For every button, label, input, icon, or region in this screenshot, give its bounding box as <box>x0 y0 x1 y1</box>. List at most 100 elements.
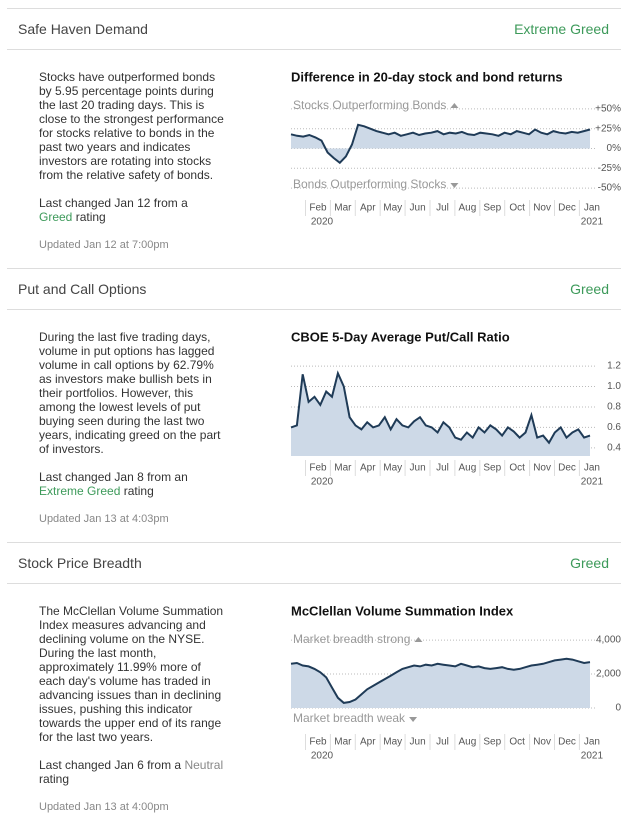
rating: Extreme Greed <box>514 21 609 37</box>
chart: McClellan Volume Summation Index 4,000 2,0… <box>290 603 621 762</box>
x-tick-label: Sep <box>483 463 501 474</box>
x-tick-label: Jan <box>584 203 600 214</box>
chart: Difference in 20-day stock and bond retu… <box>290 69 622 228</box>
x-tick-label: Aug <box>459 463 477 474</box>
up-arrow <box>414 637 423 642</box>
year-label: 2021 <box>581 751 604 762</box>
section-title: Safe Haven Demand <box>18 21 148 37</box>
last-changed-text: Last changed Jan 8 from an <box>39 470 188 484</box>
section-header: Stock Price Breadth Greed <box>7 543 621 584</box>
y-tick-label: +25% <box>595 123 621 134</box>
x-tick-label: Feb <box>309 203 327 214</box>
last-changed: Last changed Jan 12 from a Greed rating <box>39 196 219 224</box>
section: Safe Haven Demand Extreme Greed Stocks hav… <box>7 8 621 269</box>
text-column: Stocks have outperformed bonds by 5.95 p… <box>39 70 229 252</box>
section-header: Put and Call Options Greed <box>7 269 621 310</box>
y-tick-label: 0.4 <box>607 442 621 453</box>
text-column: The McClellan Volume Summation Index mea… <box>39 604 229 814</box>
year-label: 2020 <box>311 751 334 762</box>
rating-word: rating <box>75 210 106 224</box>
y-tick-label: +50% <box>595 104 621 115</box>
x-tick-label: Oct <box>509 203 525 214</box>
x-tick-label: Aug <box>459 203 477 214</box>
x-tick-label: Apr <box>360 203 376 214</box>
x-tick-label: Mar <box>334 463 352 474</box>
x-tick-label: Nov <box>533 737 551 748</box>
x-tick-label: Apr <box>360 737 376 748</box>
upper-label: Market breadth strong <box>293 632 410 646</box>
down-arrow <box>409 717 418 722</box>
x-tick-label: May <box>383 463 402 474</box>
x-tick-label: Mar <box>334 737 352 748</box>
area-fill <box>291 124 590 163</box>
x-tick-label: Jun <box>410 203 426 214</box>
last-changed-text: Last changed Jan 12 from a <box>39 196 188 210</box>
line <box>290 657 591 704</box>
rating-word: rating <box>39 772 70 786</box>
lower-label: Bonds Outperforming Stocks <box>293 177 446 191</box>
previous-rating: Extreme Greed <box>39 484 121 498</box>
line <box>290 123 591 165</box>
x-tick-label: Nov <box>533 463 551 474</box>
x-tick-label: Jun <box>410 737 426 748</box>
year-label: 2020 <box>311 477 334 488</box>
x-tick-label: Dec <box>558 463 576 474</box>
section: Put and Call Options Greed During the last… <box>7 268 621 543</box>
section-title: Put and Call Options <box>18 281 147 297</box>
x-tick-label: May <box>383 737 402 748</box>
year-label: 2021 <box>581 477 604 488</box>
chart: CBOE 5-Day Average Put/Call Ratio 1.2 1.0 0… <box>290 329 621 488</box>
description: The McClellan Volume Summation Index mea… <box>39 604 224 744</box>
previous-rating: Neutral <box>184 758 224 772</box>
x-tick-label: Jan <box>584 737 600 748</box>
x-tick-label: Feb <box>309 737 327 748</box>
updated: Updated Jan 13 at 4:00pm <box>39 801 169 813</box>
description: Stocks have outperformed bonds by 5.95 p… <box>39 70 224 182</box>
x-tick-label: Jun <box>410 463 426 474</box>
upper-label: Stocks Outperforming Bonds <box>293 98 446 112</box>
y-tick-label: -50% <box>598 183 621 194</box>
year-label: 2021 <box>581 217 604 228</box>
y-tick-label: 1.0 <box>607 381 621 392</box>
x-tick-label: Jul <box>436 737 449 748</box>
x-tick-label: Jul <box>436 203 449 214</box>
x-tick-label: Aug <box>459 737 477 748</box>
section-title: Stock Price Breadth <box>18 555 142 571</box>
x-tick-label: May <box>383 203 402 214</box>
x-tick-label: Feb <box>309 463 327 474</box>
y-tick-label: 0.8 <box>607 402 621 413</box>
area-fill <box>291 658 590 708</box>
previous-rating: Greed <box>39 210 73 224</box>
x-tick-label: Mar <box>334 203 352 214</box>
updated: Updated Jan 13 at 4:03pm <box>39 513 169 525</box>
section-header: Safe Haven Demand Extreme Greed <box>7 9 621 50</box>
chart-title: Difference in 20-day stock and bond retu… <box>291 69 563 84</box>
up-arrow <box>450 103 459 108</box>
x-tick-label: Oct <box>509 463 525 474</box>
line <box>290 370 591 445</box>
last-changed-text: Last changed Jan 6 from a <box>39 758 182 772</box>
rating-word: rating <box>123 484 154 498</box>
y-tick-label: 0.6 <box>607 422 621 433</box>
y-tick-label: -25% <box>598 163 621 174</box>
area-fill <box>291 373 590 456</box>
x-tick-label: Jan <box>584 463 600 474</box>
y-tick-label: 0 <box>615 703 621 714</box>
x-tick-label: Nov <box>533 203 551 214</box>
rating: Greed <box>570 281 609 297</box>
x-tick-label: Dec <box>558 737 576 748</box>
y-tick-label: 0% <box>607 143 622 154</box>
x-tick-label: Oct <box>509 737 525 748</box>
updated: Updated Jan 12 at 7:00pm <box>39 239 169 251</box>
y-tick-label: 2,000 <box>596 669 621 680</box>
y-tick-label: 1.2 <box>607 361 621 372</box>
x-tick-label: Dec <box>558 203 576 214</box>
chart-title: CBOE 5-Day Average Put/Call Ratio <box>291 329 510 344</box>
chart-title: McClellan Volume Summation Index <box>291 603 514 618</box>
last-changed: Last changed Jan 8 from an Extreme Greed… <box>39 470 219 498</box>
down-arrow <box>450 183 459 188</box>
description: During the last five trading days, volum… <box>39 330 221 456</box>
x-tick-label: Jul <box>436 463 449 474</box>
x-tick-label: Sep <box>483 203 501 214</box>
